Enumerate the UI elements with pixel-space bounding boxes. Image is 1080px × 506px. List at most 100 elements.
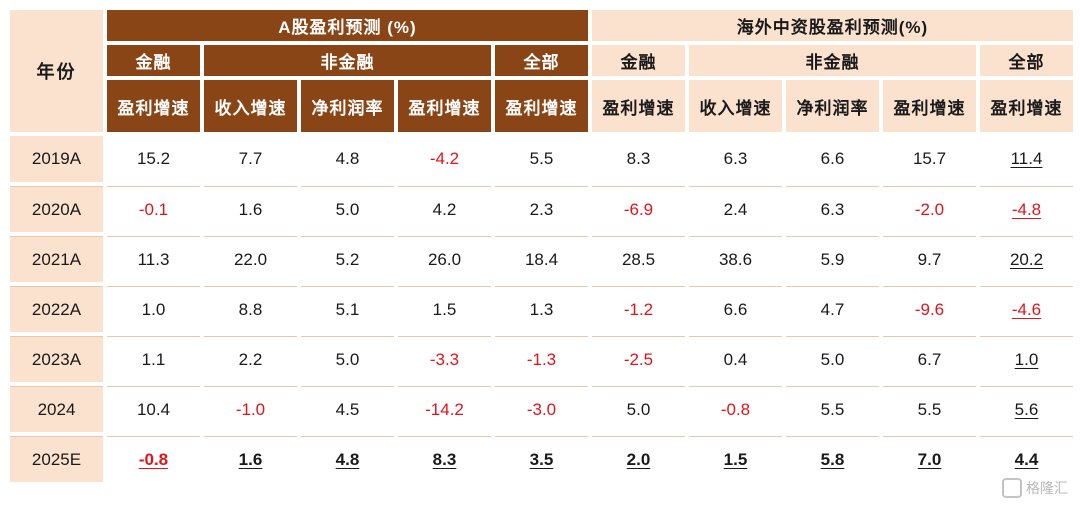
- metric-header: 净利润率: [786, 80, 879, 132]
- value-cell: 5.5: [529, 149, 554, 168]
- value-cell: -2.0: [883, 186, 976, 232]
- year-header: 年份: [10, 10, 103, 132]
- value-cell: 5.0: [301, 336, 394, 382]
- metric-header: 净利润率: [301, 80, 394, 132]
- value-cell: 4.8: [335, 149, 360, 168]
- value-cell: -1.0: [204, 386, 297, 432]
- value-cell: 2.4: [689, 186, 782, 232]
- value-cell: -4.6: [980, 286, 1073, 332]
- metric-header: 收入增速: [689, 80, 782, 132]
- value-cell: 4.4: [980, 436, 1073, 482]
- value-cell: -3.0: [495, 386, 588, 432]
- metric-header: 盈利增速: [980, 80, 1073, 132]
- value-cell: 6.7: [883, 336, 976, 382]
- value-cell: 5.0: [786, 336, 879, 382]
- value-cell: 18.4: [495, 236, 588, 282]
- year-cell: 2024: [10, 386, 103, 432]
- value-cell: 22.0: [204, 236, 297, 282]
- value-cell: 7.0: [883, 436, 976, 482]
- a-share-group-header: A股盈利预测 (%): [107, 10, 588, 41]
- value-cell: 4.5: [301, 386, 394, 432]
- table-row: 2023A 1.1 2.2 5.0 -3.3 -1.3 -2.5 0.4 5.0 6.7 1.0: [10, 336, 1073, 382]
- a-financial-header: 金融: [107, 45, 200, 76]
- value-cell: 5.5: [786, 386, 879, 432]
- value-cell: 8.8: [204, 286, 297, 332]
- metric-header: 盈利增速: [107, 80, 200, 132]
- value-cell: 1.6: [204, 436, 297, 482]
- metric-header: 盈利增速: [592, 80, 685, 132]
- value-cell: 1.5: [689, 436, 782, 482]
- value-cell: 4.2: [398, 186, 491, 232]
- value-cell: 2.0: [592, 436, 685, 482]
- value-cell: 15.2: [136, 149, 171, 168]
- metric-header: 盈利增速: [398, 80, 491, 132]
- b-all-header: 全部: [980, 45, 1073, 76]
- value-cell: 5.1: [301, 286, 394, 332]
- value-cell: -2.5: [592, 336, 685, 382]
- value-cell: -6.9: [592, 186, 685, 232]
- value-cell: -9.6: [883, 286, 976, 332]
- value-cell: 5.0: [301, 186, 394, 232]
- watermark-text: 格隆汇: [1026, 480, 1068, 496]
- value-cell: 0.4: [689, 336, 782, 382]
- value-cell: 28.5: [592, 236, 685, 282]
- value-cell: -4.2: [429, 149, 460, 168]
- value-cell: 1.3: [495, 286, 588, 332]
- table-row: 2024 10.4 -1.0 4.5 -14.2 -3.0 5.0 -0.8 5.5 5.5 5.6: [10, 386, 1073, 432]
- value-cell: 4.7: [786, 286, 879, 332]
- year-cell: 2025E: [10, 436, 103, 482]
- value-cell: 6.6: [820, 149, 845, 168]
- value-cell: 5.8: [786, 436, 879, 482]
- value-cell: -4.8: [980, 186, 1073, 232]
- overseas-group-header: 海外中资股盈利预测(%): [592, 10, 1073, 41]
- value-cell: 38.6: [689, 236, 782, 282]
- value-cell: 1.0: [107, 286, 200, 332]
- table-row: 2019A 15.2 7.7 4.8 -4.2 5.5 8.3 6.3 6.6 15.7 11.4: [10, 136, 1073, 182]
- value-cell: 26.0: [398, 236, 491, 282]
- value-cell: 6.3: [723, 149, 748, 168]
- value-cell: -14.2: [398, 386, 491, 432]
- metric-header: 收入增速: [204, 80, 297, 132]
- value-cell: 1.6: [204, 186, 297, 232]
- value-cell: 10.4: [107, 386, 200, 432]
- value-cell: 8.3: [626, 149, 651, 168]
- watermark: 格隆汇: [1002, 478, 1068, 498]
- year-cell: 2020A: [10, 186, 103, 232]
- year-cell: 2019A: [10, 136, 103, 182]
- a-all-header: 全部: [495, 45, 588, 76]
- value-cell: -1.3: [495, 336, 588, 382]
- value-cell: -1.2: [592, 286, 685, 332]
- value-cell: 9.7: [883, 236, 976, 282]
- value-cell: 15.7: [912, 149, 947, 168]
- value-cell: 20.2: [980, 236, 1073, 282]
- value-cell: 7.7: [238, 149, 263, 168]
- value-cell: -0.8: [689, 386, 782, 432]
- value-cell: -3.3: [398, 336, 491, 382]
- value-cell: 5.0: [592, 386, 685, 432]
- table-row: 2022A 1.0 8.8 5.1 1.5 1.3 -1.2 6.6 4.7 -9.6 -4.6: [10, 286, 1073, 332]
- metric-header: 盈利增速: [883, 80, 976, 132]
- table-row: 2020A -0.1 1.6 5.0 4.2 2.3 -6.9 2.4 6.3 -2.0 -4.8: [10, 186, 1073, 232]
- value-cell: 11.4: [1010, 149, 1043, 168]
- value-cell: 11.3: [107, 236, 200, 282]
- value-cell: 5.6: [980, 386, 1073, 432]
- watermark-logo-icon: [1002, 478, 1022, 498]
- value-cell: 1.1: [107, 336, 200, 382]
- b-nonfinancial-header: 非金融: [689, 45, 976, 76]
- value-cell: 5.5: [883, 386, 976, 432]
- value-cell: 4.8: [301, 436, 394, 482]
- table-row: 2021A 11.3 22.0 5.2 26.0 18.4 28.5 38.6 5.9 9.7 20…: [10, 236, 1073, 282]
- year-cell: 2023A: [10, 336, 103, 382]
- value-cell: 8.3: [398, 436, 491, 482]
- earnings-forecast-table: 年份 A股盈利预测 (%) 海外中资股盈利预测(%) 金融 非金融 全部 金融 …: [6, 6, 1077, 486]
- value-cell: -0.8: [107, 436, 200, 482]
- value-cell: 3.5: [495, 436, 588, 482]
- value-cell: -0.1: [107, 186, 200, 232]
- value-cell: 5.9: [786, 236, 879, 282]
- value-cell: 5.2: [301, 236, 394, 282]
- a-nonfinancial-header: 非金融: [204, 45, 491, 76]
- value-cell: 6.3: [786, 186, 879, 232]
- value-cell: 1.5: [398, 286, 491, 332]
- table-row: 2025E -0.8 1.6 4.8 8.3 3.5 2.0 1.5 5.8 7.0 4.4: [10, 436, 1073, 482]
- year-cell: 2021A: [10, 236, 103, 282]
